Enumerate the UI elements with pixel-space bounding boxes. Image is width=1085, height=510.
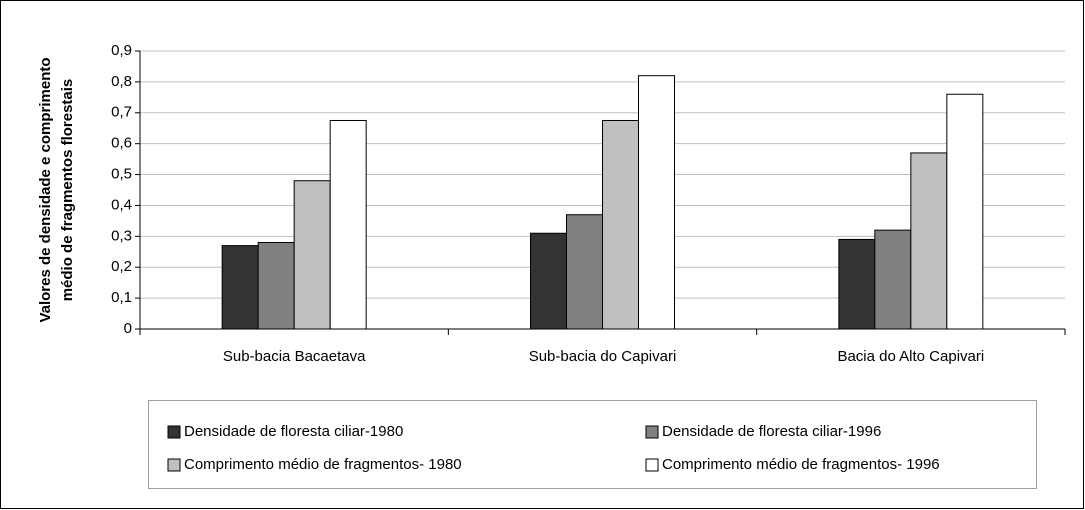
bar xyxy=(638,75,675,330)
bar xyxy=(221,245,259,330)
bar xyxy=(874,229,912,330)
legend-swatch xyxy=(167,425,181,439)
legend-swatch xyxy=(645,458,659,472)
y-tick-label: 0,2 xyxy=(111,258,132,275)
bar xyxy=(293,180,331,330)
legend-box xyxy=(148,400,1037,489)
y-tick-label: 0,1 xyxy=(111,289,132,306)
y-axis-label: médio de fragmentos florestais xyxy=(59,79,76,302)
legend-swatch xyxy=(167,458,181,472)
legend-swatch xyxy=(645,425,659,439)
bar xyxy=(566,214,603,330)
bar xyxy=(910,152,948,330)
y-tick-label: 0,3 xyxy=(111,227,132,244)
legend-label: Densidade de floresta ciliar-1980 xyxy=(184,423,403,440)
x-tick-label: Sub-bacia do Capivari xyxy=(529,348,677,365)
y-tick-label: 0,6 xyxy=(111,135,132,152)
x-tick-label: Bacia do Alto Capivari xyxy=(837,348,984,365)
x-tick-label: Sub-bacia Bacaetava xyxy=(223,348,366,365)
legend-label: Comprimento médio de fragmentos- 1980 xyxy=(184,456,462,473)
y-tick-label: 0,9 xyxy=(111,42,132,59)
legend-label: Densidade de floresta ciliar-1996 xyxy=(662,423,881,440)
bar xyxy=(257,242,295,330)
bar xyxy=(530,232,567,330)
y-axis-label: Valores de densidade e comprimento xyxy=(37,57,54,322)
bar xyxy=(838,238,876,330)
bar xyxy=(946,93,984,330)
y-tick-label: 0,7 xyxy=(111,104,132,121)
y-tick-label: 0,5 xyxy=(111,166,132,183)
legend-label: Comprimento médio de fragmentos- 1996 xyxy=(662,456,940,473)
bar xyxy=(329,120,367,330)
y-tick-label: 0,8 xyxy=(111,73,132,90)
bar xyxy=(602,120,639,330)
y-tick-label: 0 xyxy=(124,320,132,337)
y-tick-label: 0,4 xyxy=(111,196,132,213)
